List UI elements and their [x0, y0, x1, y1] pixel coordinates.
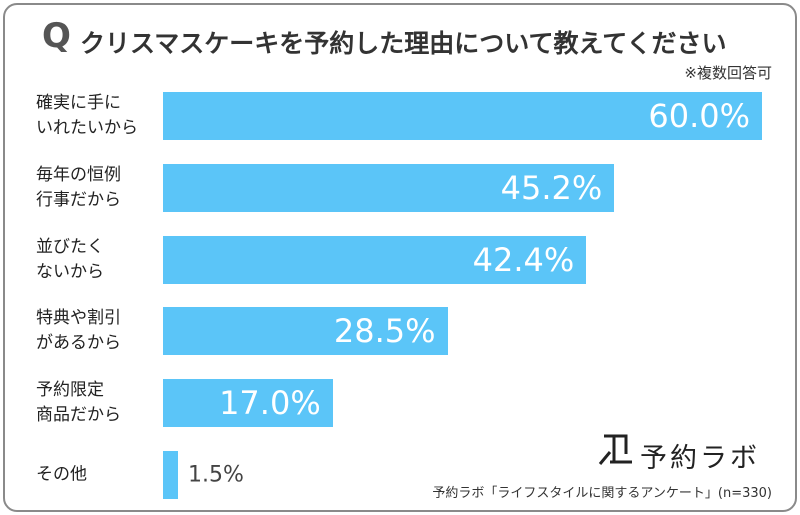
category-label: 確実に手に いれたいから — [36, 93, 138, 138]
value-label: 60.0% — [648, 97, 750, 135]
category-label: その他 — [36, 464, 87, 485]
bar — [163, 163, 615, 212]
value-label: 28.5% — [333, 312, 436, 351]
title-prefix: Q — [42, 16, 71, 56]
chart-title: クリスマスケーキを予約した理由について教えてください — [80, 29, 727, 58]
bar — [163, 235, 587, 284]
value-label: 17.0% — [219, 384, 321, 423]
logo-text: 予約ラボ — [640, 443, 760, 474]
bar — [163, 451, 178, 499]
frame — [3, 3, 797, 512]
value-label: 1.5% — [187, 462, 244, 488]
category-label: 特典や割引 があるから — [36, 308, 121, 354]
category-label: 予約限定 商品だから — [36, 380, 121, 426]
category-label: 毎年の恒例 行事だから — [36, 164, 121, 210]
category-label: 並びたく ないから — [36, 236, 104, 282]
bar — [163, 307, 448, 356]
bar — [163, 379, 333, 428]
logo-icon — [598, 434, 632, 465]
value-label: 45.2% — [500, 168, 603, 207]
bar — [163, 92, 762, 140]
value-label: 42.4% — [472, 240, 575, 279]
subtitle: ※複数回答可 — [684, 64, 772, 82]
logo-shape — [598, 434, 632, 465]
source: 予約ラボ「ライフスタイルに関するアンケート」(n=330) — [432, 486, 772, 501]
